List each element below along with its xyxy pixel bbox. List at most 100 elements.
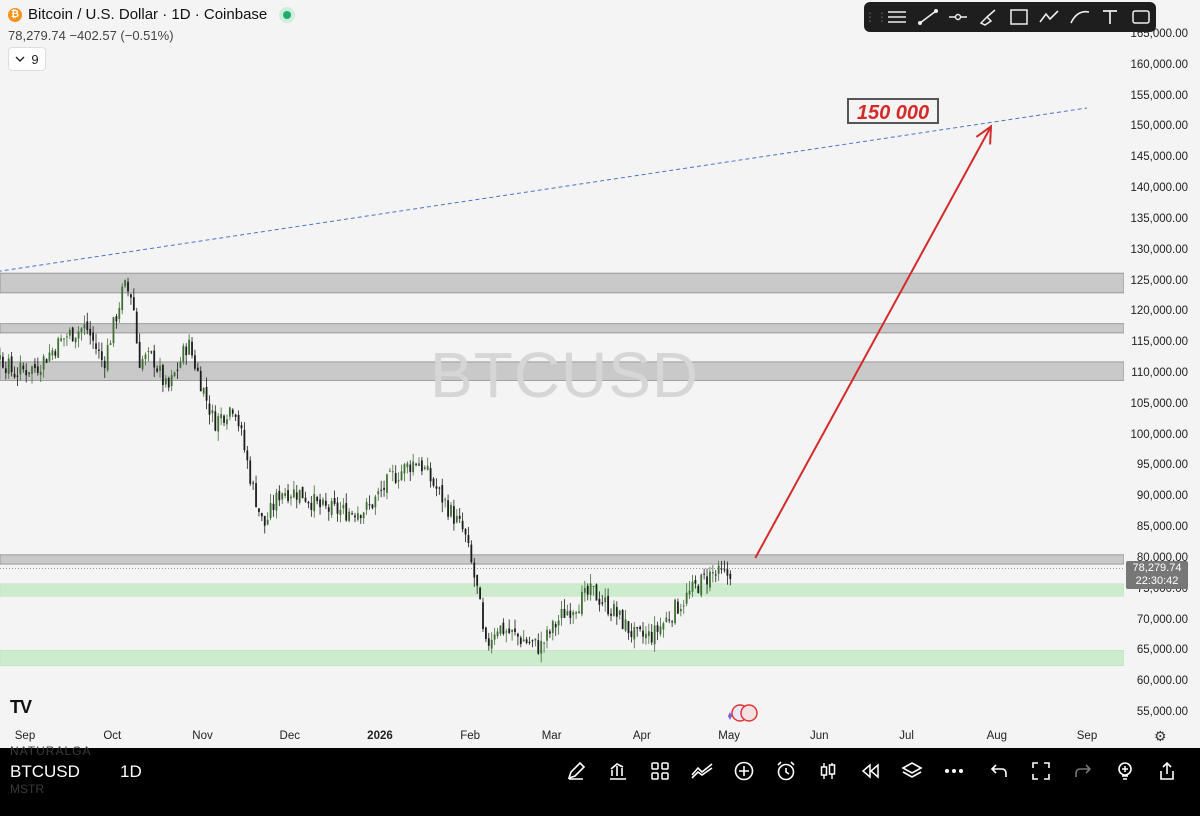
candle-body — [551, 621, 554, 633]
candle-body — [636, 627, 639, 629]
candle-body — [194, 355, 196, 369]
candle-body — [10, 356, 13, 373]
candle-body — [682, 605, 685, 607]
trend-line-icon[interactable] — [912, 2, 942, 32]
candle-body — [560, 608, 563, 619]
candle-body — [679, 609, 682, 612]
candle-body — [508, 628, 511, 633]
candle-body — [34, 364, 36, 369]
target-price-label[interactable]: 150 000 — [847, 98, 939, 124]
candle-body — [301, 486, 304, 499]
fullscreen-icon[interactable] — [1020, 758, 1062, 784]
horizontal-ray-icon[interactable] — [943, 2, 973, 32]
candle-body — [86, 321, 89, 331]
candle-body — [333, 498, 336, 504]
candle-body — [383, 487, 385, 490]
symbol-title[interactable]: Bitcoin / U.S. Dollar · 1D · Coinbase — [28, 6, 268, 23]
candle-body — [496, 631, 499, 637]
candle-body — [656, 625, 659, 632]
candle-body — [368, 504, 371, 506]
candle-body — [164, 378, 167, 385]
candle-body — [51, 350, 54, 356]
candle-body — [39, 371, 42, 376]
chart-area[interactable] — [0, 0, 1200, 748]
timeframe-button[interactable]: 1D — [120, 762, 142, 781]
rectangle-icon[interactable] — [1004, 2, 1034, 32]
redo-icon[interactable] — [1062, 758, 1104, 784]
candle-body — [36, 366, 39, 373]
price-axis[interactable]: 165,000.00 160,000.00 155,000.00 150,000.00… — [1124, 0, 1200, 728]
candle-body — [482, 602, 484, 630]
candle-body — [345, 503, 348, 521]
candle-body — [717, 565, 720, 574]
trend-line — [0, 107, 1088, 272]
text-icon[interactable] — [1095, 2, 1125, 32]
candle-body — [720, 568, 723, 570]
layers-icon[interactable] — [891, 758, 933, 784]
candle-body — [179, 361, 182, 368]
frame-icon[interactable] — [1126, 2, 1156, 32]
symbol-header[interactable]: ₿ Bitcoin / U.S. Dollar · 1D · Coinbase — [8, 6, 296, 23]
candle-body — [563, 608, 566, 618]
candle-body — [188, 339, 191, 355]
candle-body — [371, 504, 374, 509]
candle-body — [170, 375, 173, 387]
candle-body — [645, 633, 647, 639]
price-axis-label: 100,000.00 — [1130, 428, 1188, 441]
undo-icon[interactable] — [978, 758, 1020, 784]
candle-body — [316, 497, 319, 502]
candle-body — [642, 630, 644, 637]
candle-body — [336, 502, 339, 514]
indicators-toggle[interactable]: 9 — [8, 47, 46, 71]
brush-icon[interactable] — [973, 2, 1003, 32]
time-axis[interactable]: Sep Oct Nov Dec 2026 Feb Mar Apr May Jun Jul Aug Sep — [0, 728, 1124, 748]
candle-body — [391, 471, 394, 473]
candle-body — [412, 461, 415, 473]
candle-body — [16, 375, 19, 377]
bar-chart-icon[interactable] — [597, 758, 639, 784]
horizontal-lines-icon[interactable] — [882, 2, 912, 32]
candle-body — [95, 343, 97, 349]
settings-icon[interactable]: ⚙ — [1154, 728, 1167, 744]
time-axis-label: Sep — [1076, 730, 1098, 742]
candle-body — [601, 602, 604, 604]
pencil-icon[interactable] — [555, 758, 597, 784]
candle-body — [211, 410, 214, 414]
candles-icon[interactable] — [807, 758, 849, 784]
candle-body — [554, 624, 557, 628]
candle-body — [324, 500, 327, 506]
path-icon[interactable] — [1034, 2, 1064, 32]
candle-body — [461, 520, 464, 530]
candle-body — [691, 581, 694, 592]
share-icon[interactable] — [1146, 758, 1188, 784]
candle-body — [668, 619, 671, 621]
candle-body — [322, 499, 324, 505]
replay-icon[interactable] — [849, 758, 891, 784]
candle-body — [89, 328, 92, 336]
candle-body — [365, 502, 368, 510]
alarm-icon[interactable] — [765, 758, 807, 784]
chart-canvas[interactable] — [0, 0, 1124, 728]
tradingview-logo[interactable]: TV — [10, 697, 32, 717]
grid-icon[interactable] — [639, 758, 681, 784]
bitcoin-logo-icon: ₿ — [8, 7, 22, 22]
candle-body — [231, 409, 234, 414]
plus-circle-icon[interactable] — [723, 758, 765, 784]
candle-body — [511, 629, 513, 632]
compare-icon[interactable] — [681, 758, 723, 784]
candle-body — [275, 492, 278, 511]
candle-body — [429, 468, 432, 482]
candle-body — [633, 626, 636, 640]
curve-icon[interactable] — [1065, 2, 1095, 32]
drag-handle-icon[interactable]: ⋮⋮ — [864, 10, 888, 24]
economic-events-icon[interactable] — [724, 702, 760, 729]
candle-body — [342, 504, 345, 509]
symbol-button[interactable]: BTCUSD — [10, 762, 80, 781]
candle-body — [115, 316, 118, 322]
background-watermark-top: NATURALGA — [10, 744, 92, 758]
idea-icon[interactable] — [1104, 758, 1146, 784]
candle-body — [674, 599, 676, 624]
candle-body — [665, 617, 668, 623]
more-icon[interactable] — [933, 758, 975, 784]
candle-body — [25, 369, 28, 376]
